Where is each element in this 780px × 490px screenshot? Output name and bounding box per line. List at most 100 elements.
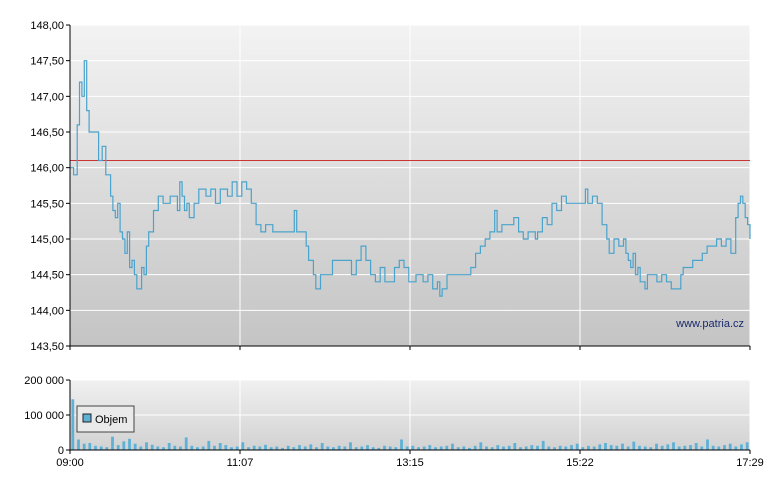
- volume-bar: [383, 445, 386, 450]
- volume-bar: [479, 442, 483, 450]
- volume-bar: [247, 447, 250, 450]
- volume-bar: [281, 447, 284, 450]
- volume-bar: [303, 446, 307, 450]
- volume-bar: [587, 445, 590, 450]
- volume-bar: [320, 443, 324, 450]
- volume-bar: [190, 445, 194, 450]
- volume-bar: [264, 444, 267, 451]
- volume-bar: [150, 444, 154, 451]
- volume-bar: [575, 443, 579, 450]
- volume-bar: [343, 446, 347, 450]
- price-y-tick-labels: 148,00 147,50 147,00 146,50 146,00 145,50 145,…: [30, 20, 70, 353]
- volume-bar: [468, 447, 471, 450]
- volume-bar: [711, 445, 715, 450]
- volume-bar: [655, 443, 658, 450]
- volume-bar: [326, 446, 330, 450]
- volume-bar: [400, 439, 403, 450]
- volume-bar: [139, 446, 143, 450]
- volume-bar: [145, 442, 148, 450]
- volume-bar: [349, 442, 352, 450]
- volume-y-tick-label: 0: [58, 445, 64, 457]
- volume-bar: [723, 445, 726, 450]
- volume-bar: [105, 447, 109, 450]
- price-y-tick-label: 148,00: [30, 20, 64, 32]
- volume-bar: [706, 439, 709, 450]
- volume-bar: [451, 443, 454, 450]
- volume-bar: [167, 443, 171, 450]
- price-y-tick-label: 147,00: [30, 91, 64, 103]
- volume-bar: [292, 447, 296, 450]
- volume-bar: [213, 445, 216, 450]
- volume-bar: [439, 446, 443, 450]
- volume-bar: [496, 445, 500, 450]
- volume-bars: [71, 399, 749, 451]
- volume-bar: [422, 446, 426, 450]
- volume-bar: [116, 445, 120, 450]
- volume-bar: [99, 446, 103, 450]
- volume-bar: [298, 445, 301, 450]
- volume-bar: [513, 443, 517, 450]
- volume-bar: [643, 446, 647, 450]
- volume-bar: [371, 447, 375, 450]
- volume-bar: [354, 447, 358, 450]
- volume-bar: [377, 447, 381, 450]
- volume-bar: [717, 446, 721, 450]
- volume-bar: [366, 445, 369, 450]
- volume-bar: [315, 447, 318, 450]
- x-tick-label: 15:22: [566, 457, 594, 469]
- volume-bar: [473, 445, 477, 450]
- volume-bar: [683, 445, 687, 450]
- volume-bar: [745, 442, 749, 450]
- volume-bar: [615, 445, 619, 450]
- volume-bar: [581, 447, 585, 450]
- watermark: www.patria.cz: [675, 318, 744, 330]
- volume-bar: [592, 446, 596, 450]
- volume-bar: [258, 446, 262, 450]
- volume-bar: [156, 446, 160, 450]
- volume-bar: [88, 443, 92, 450]
- volume-bar: [536, 445, 539, 450]
- volume-bar: [541, 440, 545, 450]
- volume-bar: [621, 443, 624, 450]
- volume-bar: [275, 446, 279, 450]
- volume-bar: [604, 443, 607, 450]
- price-line: [70, 60, 751, 297]
- volume-legend: Objem: [76, 405, 135, 433]
- volume-bar: [598, 444, 602, 450]
- volume-bar: [519, 447, 522, 450]
- volume-bar: [252, 445, 256, 450]
- price-y-tick-label: 145,00: [30, 234, 64, 246]
- price-axes: [69, 25, 751, 350]
- volume-bar: [740, 444, 743, 450]
- x-tick-label: 11:07: [227, 457, 254, 469]
- volume-bar: [332, 447, 335, 450]
- volume-bar: [564, 446, 568, 450]
- volume-y-tick-label: 100 000: [24, 410, 64, 422]
- x-tick-label: 09:00: [56, 457, 84, 469]
- volume-bar: [524, 446, 528, 450]
- x-tick-label: 17:29: [736, 457, 764, 469]
- volume-bar: [196, 447, 199, 450]
- volume-panel: 200 000 100 000 0 09:00 11:07 13:15 15:22 17:2…: [24, 375, 764, 469]
- volume-bar: [666, 444, 670, 450]
- volume-bar: [411, 445, 415, 450]
- volume-bar: [677, 446, 681, 450]
- volume-bar: [609, 445, 613, 450]
- volume-bar: [235, 446, 239, 450]
- volume-bar: [694, 443, 698, 450]
- volume-bar: [660, 445, 664, 450]
- x-tick-label: 13:15: [396, 457, 424, 469]
- volume-bar: [570, 445, 573, 450]
- volume-y-tick-labels: 200 000 100 000 0: [24, 375, 70, 457]
- price-panel: 148,00 147,50 147,00 146,50 146,00 145,50 145,…: [30, 20, 751, 353]
- volume-bar: [485, 446, 488, 450]
- volume-bar: [77, 439, 80, 450]
- volume-bar: [490, 447, 494, 450]
- volume-bar: [649, 447, 653, 450]
- volume-bar: [122, 441, 126, 451]
- volume-bar: [218, 443, 222, 450]
- volume-bar: [173, 445, 177, 450]
- volume-bar: [700, 446, 704, 450]
- volume-bar: [456, 447, 460, 450]
